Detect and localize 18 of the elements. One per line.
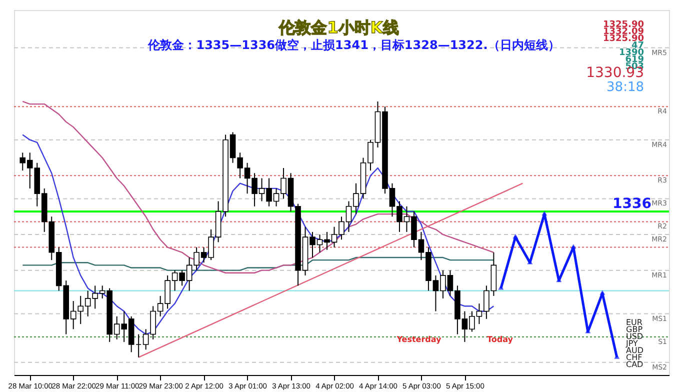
annotation: CHF bbox=[626, 353, 643, 362]
text: CAD bbox=[626, 360, 644, 369]
chart-title: 伦敦金1小时K线 bbox=[278, 18, 399, 37]
annotation: EUR bbox=[626, 318, 643, 327]
candlestick bbox=[136, 334, 142, 358]
point bbox=[542, 210, 548, 216]
point bbox=[570, 244, 576, 249]
annotation: Today bbox=[487, 335, 514, 344]
annotation: AUD bbox=[626, 346, 644, 355]
text: 38:18 bbox=[606, 80, 644, 95]
annotation: JPY bbox=[625, 339, 638, 348]
annotation: Yesterday bbox=[396, 335, 442, 344]
annotation: 1336 bbox=[612, 196, 652, 212]
point bbox=[600, 290, 606, 295]
chart-subtitle: 伦敦金：1335—1336做空，止损1341，目标1328—1322.（日内短线） bbox=[147, 38, 560, 52]
point bbox=[512, 234, 518, 239]
annotation: GBP bbox=[626, 325, 643, 334]
annotation: USD bbox=[626, 332, 644, 341]
